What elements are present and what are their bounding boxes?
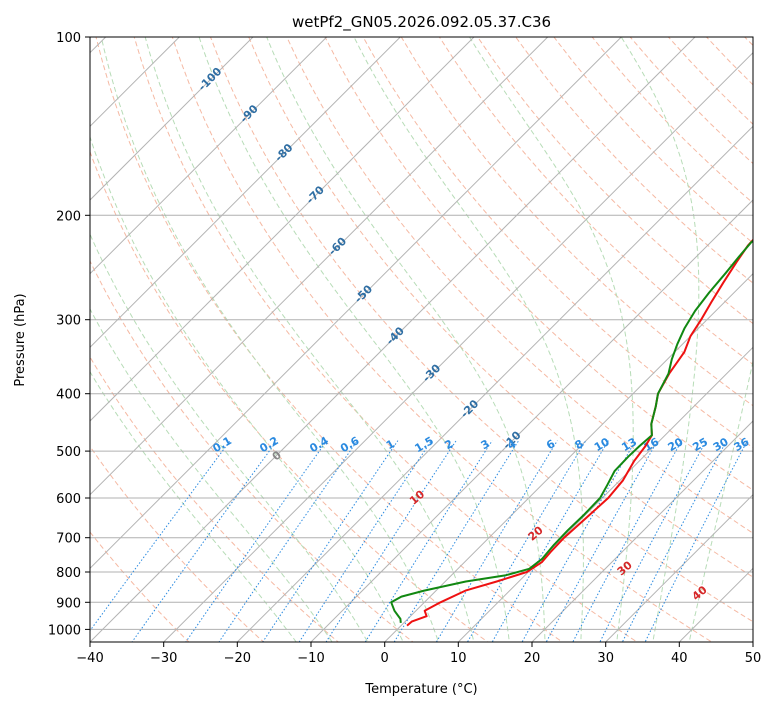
moist-adiabat-line [353, 37, 584, 642]
plot-area [90, 37, 753, 642]
dry-adiabat-line [515, 37, 753, 284]
x-tick-label: −30 [150, 651, 177, 666]
isotherm-lines [90, 37, 753, 642]
isotherm-line [90, 37, 696, 642]
mixing-ratio-line [466, 440, 587, 642]
moist-adiabat-line [90, 308, 333, 642]
isotherm-line [90, 37, 622, 570]
moist-adiabat-line [198, 37, 510, 642]
x-axis-label: Temperature (°C) [364, 682, 477, 697]
mixing-ratio-line [131, 440, 278, 642]
mixing-ratio-line [572, 440, 683, 642]
x-axis-ticks: −40 −30 −20 −10 0 10 20 30 40 50 [76, 642, 761, 666]
dry-adiabat-line [209, 37, 753, 623]
dry-adiabat-line [133, 37, 638, 642]
x-tick-label: 20 [524, 651, 541, 666]
isotherm-line [90, 37, 549, 496]
dry-adiabat-line [400, 37, 753, 407]
chart-title: wetPf2_GN05.2026.092.05.37.C36 [292, 13, 551, 32]
dry-adiabat-line [90, 356, 339, 642]
x-tick-label: −40 [76, 651, 103, 666]
dry-adiabat-line [171, 37, 713, 642]
isotherm-line [90, 37, 401, 349]
mixing-ratio-line [435, 440, 558, 642]
moist-adiabat-line [266, 37, 546, 642]
mixing-ratio-line [491, 440, 609, 642]
isotherm-line [605, 493, 753, 642]
moist-adiabat-line [90, 232, 369, 642]
isotherm-line [236, 125, 753, 642]
sounding-profiles [390, 238, 753, 627]
plot-frame [89, 36, 754, 643]
x-tick-label: −10 [297, 651, 324, 666]
mixing-ratio-line [218, 440, 358, 642]
y-axis-label: Pressure (hPa) [13, 293, 28, 386]
isotherm-line [531, 420, 753, 642]
moist-adiabat-line [90, 135, 404, 642]
y-tick-label: 700 [56, 532, 81, 547]
isotherm-line [90, 37, 475, 422]
dry-adiabat-line [362, 37, 753, 449]
dry-adiabat-line [248, 37, 753, 578]
y-tick-label: 100 [56, 31, 81, 46]
x-tick-label: 30 [597, 651, 614, 666]
dry-adiabat-line [90, 531, 190, 642]
y-tick-label: 800 [56, 566, 81, 581]
x-tick-label: 0 [381, 651, 389, 666]
isotherm-line [90, 37, 254, 201]
isotherm-line [90, 37, 328, 275]
mixing-ratio-line [545, 440, 659, 642]
y-tick-label: 1000 [48, 623, 81, 638]
moist-adiabat-line [469, 37, 634, 642]
mixing-ratio-line [325, 440, 457, 642]
moist-adiabat-line [688, 358, 753, 642]
x-tick-label: 10 [450, 651, 467, 666]
dry-adiabat-line [90, 259, 414, 642]
y-tick-label: 500 [56, 445, 81, 460]
y-tick-label: 300 [56, 314, 81, 329]
isobar-gridlines [90, 37, 753, 630]
dewpoint-profile-line [390, 239, 753, 623]
y-tick-label: 400 [56, 388, 81, 403]
dry-adiabat-line [477, 37, 753, 325]
y-axis-ticks: 100 200 300 400 500 600 700 800 900 1000 [48, 31, 90, 638]
mixing-ratio-line [262, 440, 399, 642]
x-tick-label: 40 [671, 651, 688, 666]
isotherm-line [163, 51, 753, 642]
isotherm-line [384, 272, 753, 642]
y-tick-label: 200 [56, 209, 81, 224]
moist-adiabat-line [620, 37, 700, 642]
mixing-ratio-line [521, 440, 637, 642]
moist-adiabat-line [144, 37, 475, 642]
x-tick-label: 50 [745, 651, 762, 666]
mixing-ratio-lines [90, 440, 748, 642]
moist-adiabat-line [90, 370, 297, 642]
y-tick-label: 600 [56, 492, 81, 507]
isotherm-line [457, 346, 753, 642]
moist-adiabats [90, 37, 753, 642]
mixing-ratio-line [599, 440, 707, 642]
x-tick-label: −20 [224, 651, 251, 666]
dry-adiabat-line [90, 445, 265, 642]
mixing-ratio-line [644, 440, 748, 642]
moist-adiabat-line [100, 37, 440, 642]
isotherm-line [310, 199, 753, 642]
dry-adiabat-line [95, 37, 564, 642]
mixing-ratio-line [621, 440, 728, 642]
y-tick-label: 900 [56, 596, 81, 611]
mixing-ratio-line [90, 440, 231, 632]
